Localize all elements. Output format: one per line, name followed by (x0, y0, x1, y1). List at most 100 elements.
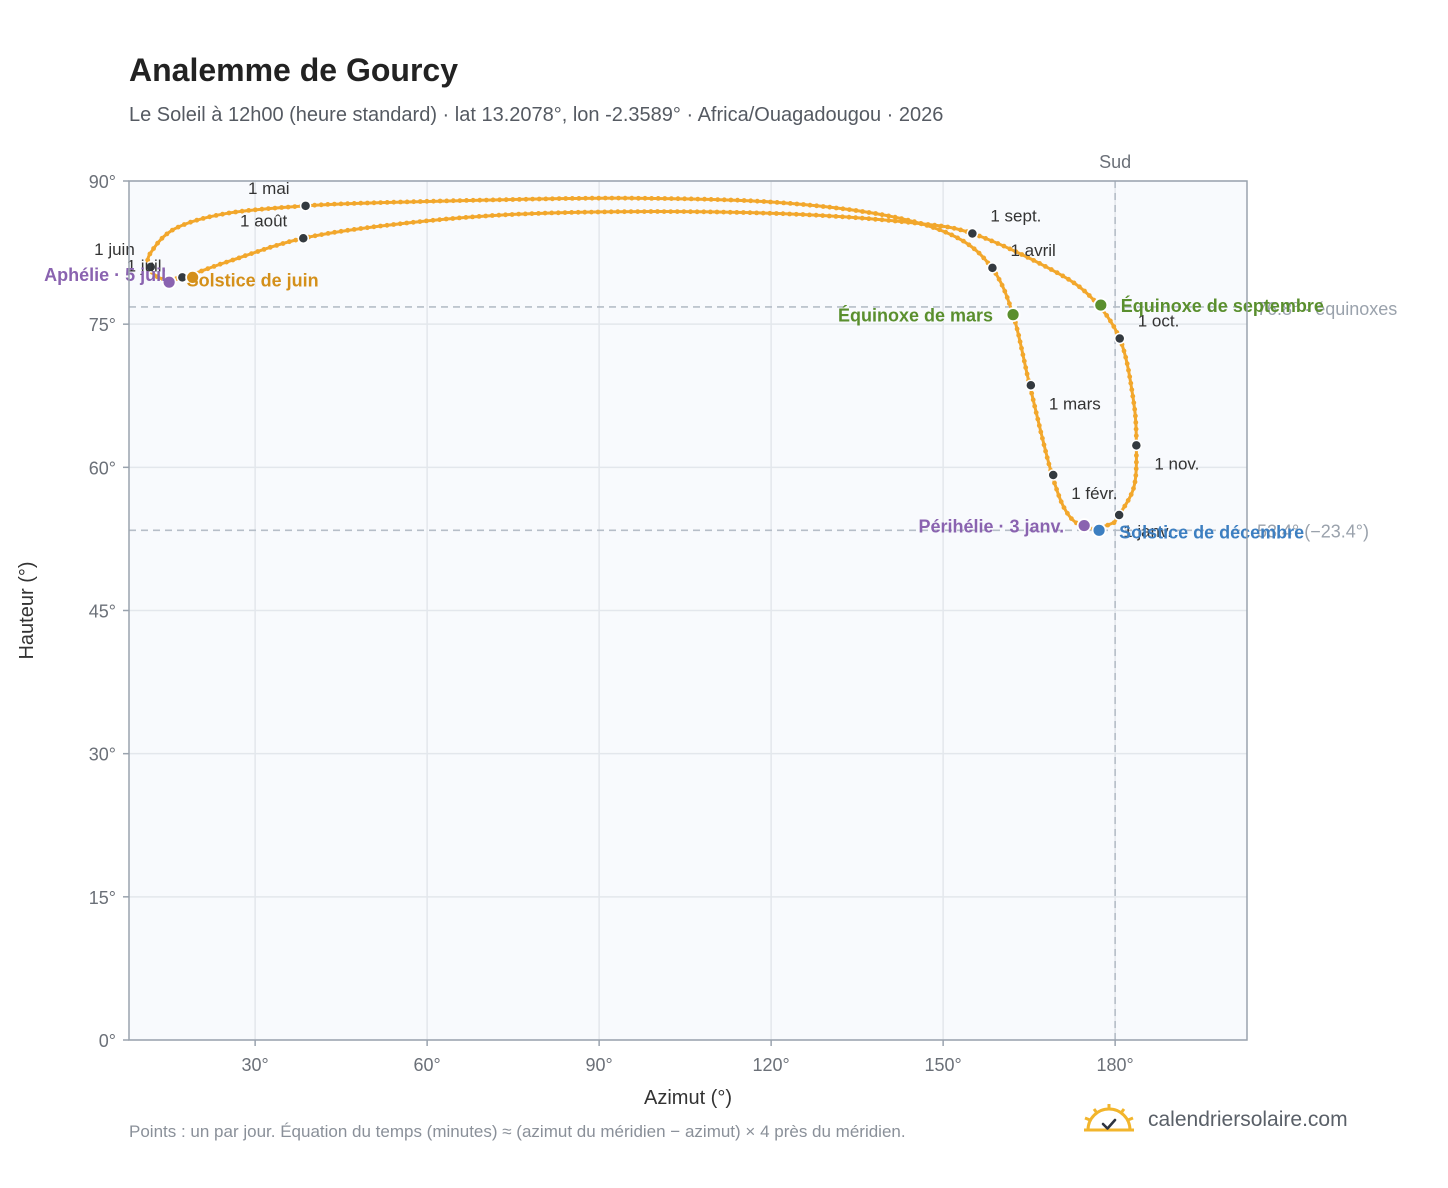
daily-point (1108, 318, 1113, 324)
daily-point (866, 216, 872, 222)
daily-point (417, 219, 423, 225)
daily-point (1128, 380, 1134, 386)
daily-point (1130, 393, 1136, 399)
daily-point (1066, 276, 1071, 282)
daily-point (1035, 416, 1041, 422)
daily-point (239, 208, 245, 214)
daily-point (397, 221, 403, 227)
daily-point (767, 210, 773, 216)
daily-point (674, 209, 680, 215)
daily-point (312, 233, 318, 239)
daily-point (517, 197, 522, 202)
daily-point (325, 202, 331, 207)
daily-point (523, 196, 529, 202)
daily-point (1086, 293, 1092, 298)
daily-point (338, 228, 344, 234)
daily-point (338, 201, 344, 207)
daily-point (358, 226, 364, 231)
daily-point (391, 222, 396, 227)
daily-point (1019, 252, 1025, 257)
daily-point (995, 241, 1001, 246)
daily-point (1133, 413, 1138, 419)
daily-point (688, 196, 694, 202)
daily-point (768, 199, 773, 205)
daily-point (820, 213, 826, 219)
daily-point (456, 215, 462, 221)
daily-point (793, 211, 799, 217)
daily-point (503, 212, 508, 218)
daily-point (780, 211, 786, 217)
daily-point (391, 199, 397, 205)
daily-point (1043, 448, 1048, 454)
daily-point (1033, 410, 1039, 415)
daily-point (332, 229, 337, 235)
daily-point (760, 210, 766, 216)
daily-point (1133, 426, 1139, 432)
brand[interactable]: calendriersolaire.com (1082, 1103, 1348, 1137)
daily-point (781, 200, 787, 206)
y-tick-label: 30° (89, 745, 116, 765)
daily-point (721, 197, 727, 203)
daily-point (371, 200, 377, 206)
daily-point (589, 195, 595, 201)
daily-point (615, 209, 621, 215)
daily-point (787, 201, 793, 206)
daily-point (938, 223, 944, 229)
daily-point (365, 200, 370, 206)
daily-point (820, 204, 826, 209)
daily-point (996, 276, 1002, 282)
daily-point (853, 208, 859, 213)
month-marker (1113, 509, 1125, 521)
month-label: 1 janv. (1123, 522, 1172, 541)
daily-point (989, 238, 995, 244)
daily-point (272, 205, 278, 211)
daily-point (510, 197, 516, 202)
daily-point (1029, 390, 1035, 396)
daily-point (477, 197, 483, 203)
daily-point (1001, 243, 1007, 249)
daily-point (892, 214, 898, 220)
daily-point (727, 209, 733, 215)
daily-point (971, 246, 977, 252)
daily-point (181, 222, 187, 227)
daily-point (509, 212, 515, 217)
daily-point (154, 274, 160, 280)
daily-point (562, 210, 568, 216)
daily-point (213, 213, 219, 218)
daily-point (981, 255, 987, 261)
daily-point (741, 198, 747, 203)
daily-point (285, 204, 291, 210)
daily-point (1020, 352, 1026, 358)
event-label: Périhélie · 3 janv. (918, 517, 1064, 537)
month-marker (966, 227, 979, 240)
daily-point (207, 214, 213, 220)
daily-point (695, 196, 701, 202)
daily-point (378, 200, 383, 206)
daily-point (807, 202, 813, 208)
daily-point (424, 218, 429, 224)
daily-point (489, 213, 495, 218)
daily-point (800, 212, 806, 217)
event-marker (161, 274, 177, 290)
daily-point (1048, 267, 1054, 272)
footer-note: Points : un par jour. Équation du temps … (129, 1122, 906, 1141)
daily-point (550, 196, 555, 202)
daily-point (976, 250, 982, 256)
y-tick-label: 90° (89, 172, 116, 192)
daily-point (609, 195, 615, 201)
month-label: 1 oct. (1138, 311, 1180, 330)
daily-point (280, 241, 286, 246)
daily-point (937, 227, 942, 233)
daily-point (1133, 473, 1139, 478)
daily-point (635, 209, 641, 215)
daily-point (576, 196, 582, 201)
y-tick-label: 45° (89, 602, 116, 622)
daily-point (662, 196, 668, 201)
daily-point (681, 209, 687, 215)
daily-point (286, 239, 292, 245)
daily-point (319, 232, 324, 238)
daily-point (622, 209, 627, 215)
daily-point (846, 214, 852, 220)
daily-point (274, 243, 279, 248)
